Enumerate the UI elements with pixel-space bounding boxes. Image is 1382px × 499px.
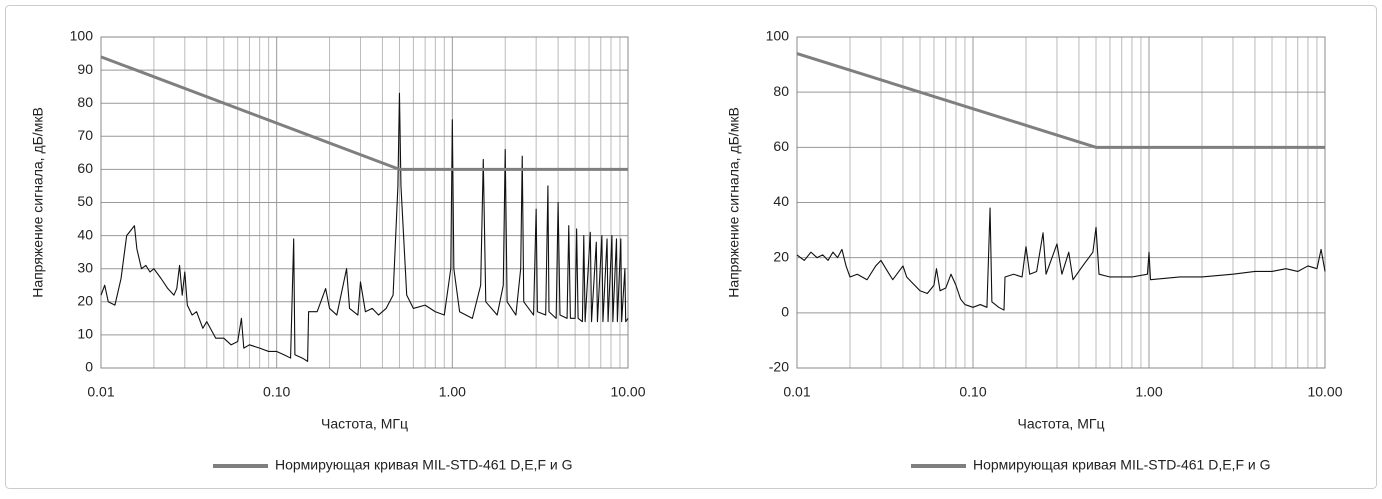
x-axis-label: Частота, МГц <box>321 416 408 432</box>
plot-border <box>100 36 629 369</box>
y-tick-label: 60 <box>773 138 789 154</box>
x-tick-label: 10.00 <box>1307 384 1342 400</box>
y-tick-label: 10 <box>77 326 93 342</box>
y-tick-label: 30 <box>77 259 93 275</box>
x-tick-label: 0.10 <box>263 384 290 400</box>
y-tick-label: 20 <box>773 248 789 264</box>
x-axis-label: Частота, МГц <box>1018 416 1105 432</box>
y-tick-label: 60 <box>77 160 93 176</box>
y-tick-label: 90 <box>77 61 93 77</box>
series-line <box>796 207 1326 311</box>
y-tick-label: 40 <box>77 226 93 242</box>
y-axis-label: Напряжение сигнала, дБ/мкВ <box>726 107 742 298</box>
x-tick-label: 10.00 <box>610 384 645 400</box>
legend-label: Нормирующая кривая MIL-STD-461 D,E,F и G <box>973 457 1270 473</box>
y-tick-label: 0 <box>781 304 789 320</box>
x-tick-label: 0.01 <box>783 384 810 400</box>
x-tick-label: 1.00 <box>1135 384 1162 400</box>
series-line <box>100 55 628 171</box>
y-tick-label: 80 <box>773 83 789 99</box>
frame <box>5 5 1377 489</box>
x-tick-label: 0.01 <box>87 384 114 400</box>
x-tick-label: 0.10 <box>959 384 986 400</box>
y-axis-label: Напряжение сигнала, дБ/мкВ <box>30 107 46 298</box>
series-line <box>796 52 1325 149</box>
y-tick-label: 50 <box>77 193 93 209</box>
series-line <box>100 92 629 362</box>
y-tick-label: -20 <box>769 359 789 375</box>
y-tick-label: 0 <box>85 359 93 375</box>
y-tick-label: 40 <box>773 193 789 209</box>
y-tick-label: 80 <box>77 94 93 110</box>
plot-border <box>796 36 1326 369</box>
y-tick-label: 70 <box>77 127 93 143</box>
y-tick-label: 100 <box>766 28 790 44</box>
y-tick-label: 20 <box>77 293 93 309</box>
y-tick-label: 100 <box>70 28 94 44</box>
x-tick-label: 1.00 <box>439 384 466 400</box>
legend-label: Нормирующая кривая MIL-STD-461 D,E,F и G <box>275 457 572 473</box>
